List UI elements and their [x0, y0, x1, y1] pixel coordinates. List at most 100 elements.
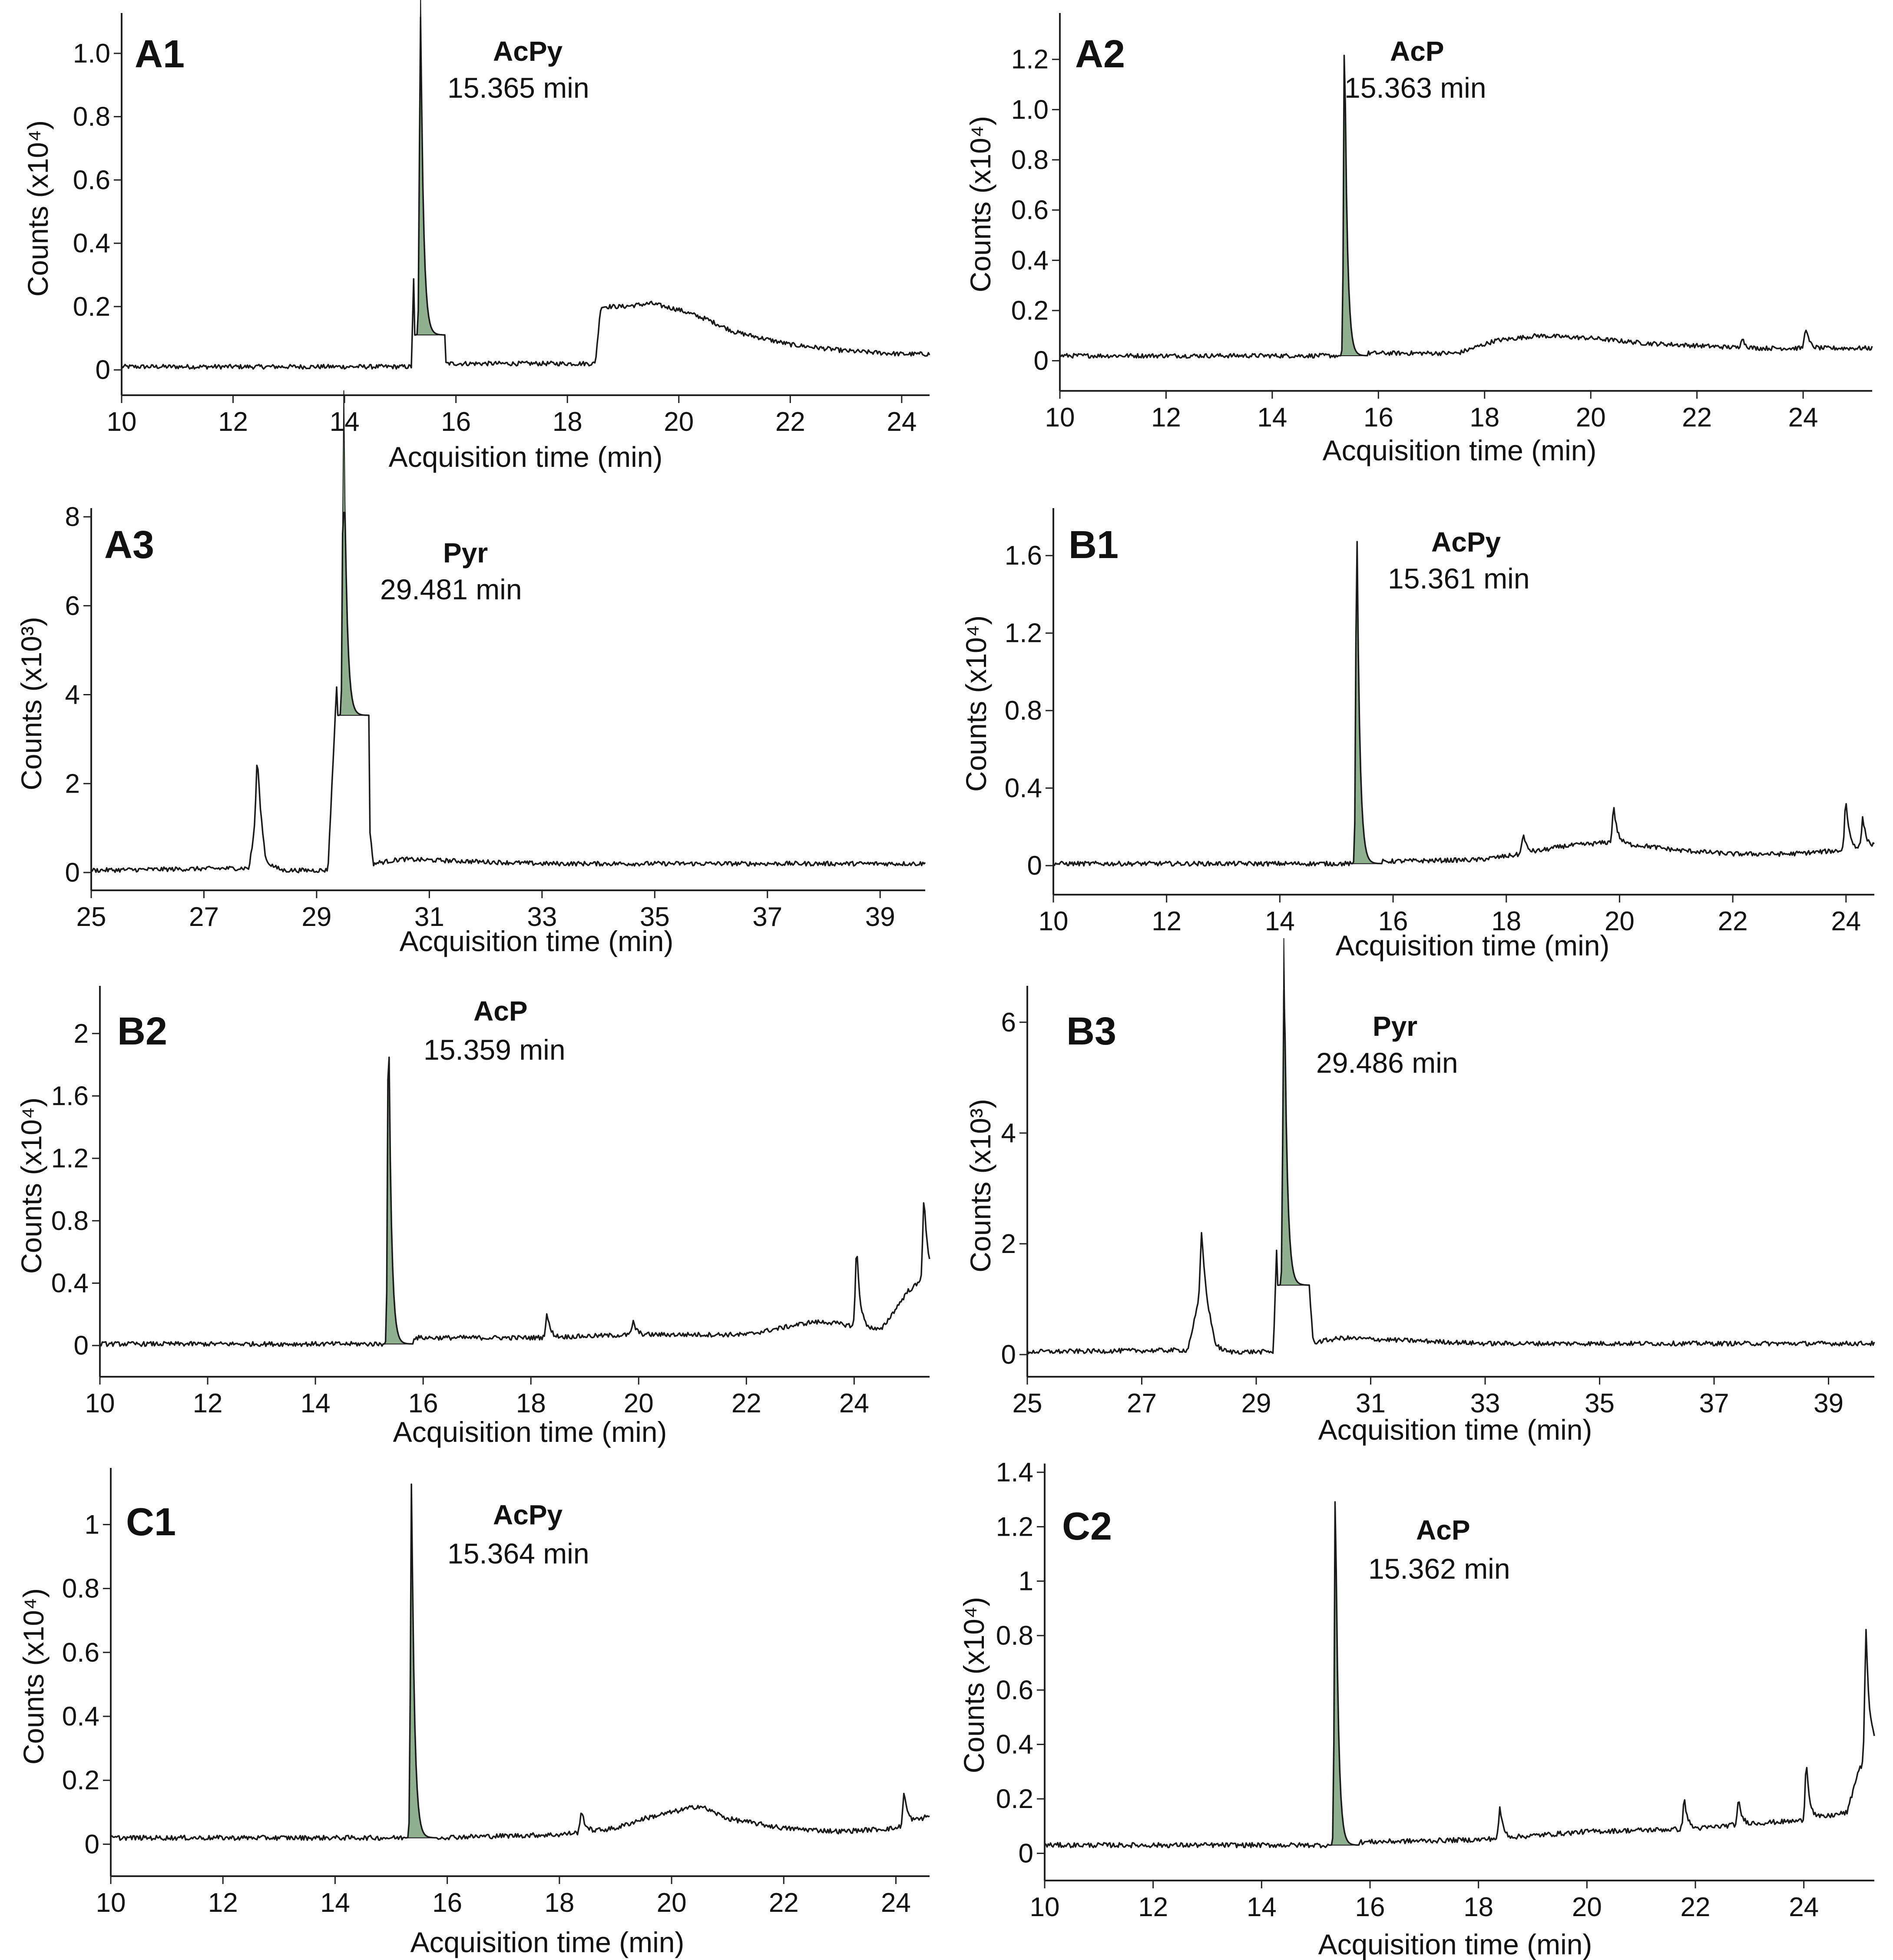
panel-a2-peak-name: AcP [1390, 36, 1444, 67]
panel-b2-trace [99, 1056, 930, 1347]
panel-b3-label: B3 [1066, 1010, 1116, 1053]
panel-a2-y-tick-label: 0.6 [1011, 195, 1049, 225]
panel-b2-x-tick-label: 18 [516, 1388, 546, 1418]
panel-c1-y-tick-label: 0.4 [62, 1702, 99, 1732]
panel-a1-y-tick-label: 0.6 [73, 165, 110, 195]
panel-c2-label: C2 [1062, 1505, 1112, 1548]
panel-b2-y-tick-label: 0 [74, 1331, 89, 1361]
panel-b2-x-tick-label: 16 [408, 1388, 438, 1418]
panel-c1-peak-name: AcPy [493, 1499, 563, 1530]
panel-b2-y-tick-label: 2 [74, 1019, 89, 1049]
panel-b1-x-tick-label: 20 [1605, 906, 1635, 936]
panel-b1-trace [1053, 541, 1875, 867]
panel-a3-x-tick-label: 27 [189, 902, 219, 932]
panel-b2-x-tick-label: 20 [624, 1388, 654, 1418]
panel-a1-x-tick-label: 20 [664, 407, 694, 437]
panel-a2-y-tick-label: 0.4 [1011, 245, 1049, 275]
panel-a3-label: A3 [104, 523, 154, 567]
panel-b2-y-tick-label: 0.8 [51, 1206, 89, 1236]
panel-b2-label: B2 [117, 1010, 167, 1053]
panel-a2-x-tick-label: 16 [1363, 403, 1393, 433]
panel-b3-peak-time: 29.486 min [1316, 1047, 1458, 1079]
panel-a3-x-tick-label: 35 [640, 902, 670, 932]
panel-c2-peak-time: 15.362 min [1368, 1553, 1510, 1585]
panel-c2-y-tick-label: 0.6 [996, 1675, 1033, 1705]
panel-b1-y-tick-label: 0.4 [1005, 773, 1042, 803]
panel-a1-peak-name: AcPy [493, 36, 563, 67]
panel-b2-xlabel: Acquisition time (min) [393, 1416, 667, 1448]
panel-a2-y-tick-label: 0.2 [1011, 296, 1049, 326]
panel-c2-y-tick-label: 0.2 [996, 1784, 1033, 1814]
panel-a3-x-tick-label: 33 [527, 902, 557, 932]
panel-b1-x-tick-label: 10 [1039, 906, 1069, 936]
panel-b3-x-tick-label: 27 [1127, 1388, 1157, 1418]
panel-b2-ylabel: Counts (x10⁴) [15, 1097, 47, 1274]
panel-c1-x-tick-label: 18 [544, 1888, 574, 1918]
panel-a2-y-tick-label: 1.2 [1011, 45, 1049, 75]
panel-c2-y-tick-label: 0.8 [996, 1621, 1033, 1651]
panel-a3-y-tick-label: 0 [65, 858, 80, 888]
panel-b1-y-tick-label: 1.2 [1005, 618, 1042, 648]
panel-b1-x-tick-label: 14 [1265, 906, 1295, 936]
panel-a2: A2 AcP 15.363 min Counts (x10⁴) Acquisit… [964, 13, 1873, 466]
panel-c2-peak-name: AcP [1416, 1514, 1470, 1546]
panel-b2-peak-name: AcP [473, 995, 528, 1027]
panel-c2-x-tick-label: 14 [1247, 1892, 1277, 1922]
panel-a3-y-tick-label: 8 [65, 502, 80, 532]
panel-a3-x-tick-label: 31 [414, 902, 444, 932]
panel-a1: A1 AcPy 15.365 min Counts (x10⁴) Acquisi… [22, 0, 930, 473]
panel-b3-x-tick-label: 33 [1470, 1388, 1500, 1418]
panel-b3-ylabel: Counts (x10³) [964, 1099, 996, 1273]
panel-a2-x-tick-label: 22 [1682, 403, 1712, 433]
panel-a3-x-tick-label: 29 [301, 902, 331, 932]
panel-b3-x-tick-label: 37 [1699, 1388, 1729, 1418]
panel-b1-x-tick-label: 18 [1491, 906, 1521, 936]
panel-b3-x-tick-label: 39 [1814, 1388, 1843, 1418]
panel-b3: B3 Pyr 29.486 min Counts (x10³) Acquisit… [964, 938, 1875, 1446]
panel-b3-x-tick-label: 35 [1585, 1388, 1615, 1418]
panel-c2-trace [1044, 1501, 1875, 1848]
panel-b1-ylabel: Counts (x10⁴) [960, 615, 992, 792]
panel-b2: B2 AcP 15.359 min Counts (x10⁴) Acquisit… [15, 986, 930, 1448]
panel-a1-x-tick-label: 10 [107, 407, 137, 437]
panel-a1-x-tick-label: 12 [218, 407, 248, 437]
panel-b1-x-tick-label: 12 [1152, 906, 1181, 936]
panel-a3-peak-area [340, 390, 367, 716]
panel-a1-x-tick-label: 18 [553, 407, 582, 437]
panel-a3-ylabel: Counts (x10³) [15, 617, 47, 790]
panel-a2-x-tick-label: 18 [1469, 403, 1499, 433]
panel-b1-y-tick-label: 0.8 [1005, 696, 1042, 726]
panel-c1-y-tick-label: 0 [85, 1829, 99, 1859]
panel-c1-y-tick-label: 0.8 [62, 1574, 99, 1604]
panel-b3-peak-name: Pyr [1373, 1011, 1417, 1042]
panel-c2-x-tick-label: 24 [1789, 1892, 1819, 1922]
panel-c2: C2 AcP 15.362 min Counts (x10⁴) Acquisit… [958, 1458, 1875, 1960]
panel-a3-xlabel: Acquisition time (min) [400, 925, 674, 957]
panel-a2-x-tick-label: 10 [1045, 403, 1075, 433]
panel-c1-y-tick-label: 0.6 [62, 1638, 99, 1668]
panel-c2-y-tick-label: 0 [1019, 1838, 1033, 1868]
panel-a2-xlabel: Acquisition time (min) [1323, 434, 1597, 466]
panel-c2-y-tick-label: 1 [1019, 1567, 1033, 1596]
panel-c1-y-tick-label: 0.2 [62, 1765, 99, 1795]
panel-b1-x-tick-label: 22 [1718, 906, 1748, 936]
panel-c1-trace [110, 1483, 930, 1841]
panel-c1-ylabel: Counts (x10⁴) [17, 1588, 50, 1765]
panel-a1-trace [121, 17, 930, 370]
panel-c1-xlabel: Acquisition time (min) [410, 1926, 685, 1958]
panel-a2-x-tick-label: 12 [1151, 403, 1181, 433]
panel-c2-x-tick-label: 20 [1572, 1892, 1602, 1922]
panel-a3-y-tick-label: 6 [65, 591, 80, 621]
panel-b3-y-tick-label: 0 [1001, 1340, 1016, 1370]
panel-b2-x-tick-label: 22 [731, 1388, 761, 1418]
panel-b2-x-tick-label: 14 [301, 1388, 331, 1418]
panel-c2-x-tick-label: 10 [1030, 1892, 1060, 1922]
panel-c1-x-tick-label: 22 [769, 1888, 799, 1918]
panel-b1-peak-time: 15.361 min [1388, 562, 1530, 595]
panel-a2-y-tick-label: 1.0 [1011, 95, 1049, 125]
panel-b1-y-tick-label: 1.6 [1005, 541, 1042, 571]
panel-b3-x-tick-label: 25 [1013, 1388, 1042, 1418]
panel-b3-xlabel: Acquisition time (min) [1318, 1414, 1592, 1446]
panel-b2-x-tick-label: 10 [85, 1388, 115, 1418]
panel-a2-peak-time: 15.363 min [1344, 72, 1486, 104]
